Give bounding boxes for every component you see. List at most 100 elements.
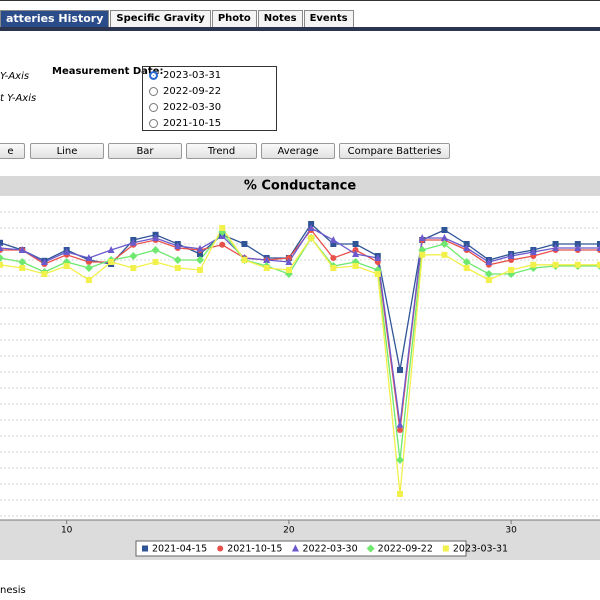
point xyxy=(463,244,471,251)
button[interactable]: e xyxy=(0,143,25,159)
radio-label: 2023-03-31 xyxy=(163,69,222,81)
point xyxy=(418,234,426,241)
point xyxy=(285,267,292,273)
point xyxy=(0,254,4,262)
point xyxy=(219,225,226,231)
radio-dot[interactable] xyxy=(149,118,158,128)
point xyxy=(0,261,3,268)
point xyxy=(197,251,203,257)
point xyxy=(0,239,3,246)
legend-marker xyxy=(142,545,148,552)
point xyxy=(219,241,226,248)
point xyxy=(241,241,248,247)
tab[interactable]: Events xyxy=(303,10,354,27)
button[interactable]: Trend xyxy=(186,143,257,159)
point xyxy=(241,257,248,263)
point xyxy=(197,267,203,273)
point xyxy=(307,224,315,231)
x-tick-label: 20 xyxy=(283,526,295,536)
footer-text: nesis xyxy=(0,585,26,596)
point xyxy=(508,267,515,273)
legend-marker xyxy=(366,544,375,553)
tab-bar: atteries History Specific Gravity Photo Not… xyxy=(0,10,355,27)
tab[interactable]: atteries History xyxy=(0,10,110,27)
button[interactable]: Average xyxy=(261,143,335,159)
axis-option[interactable]: Y-Axis xyxy=(0,71,30,82)
point xyxy=(529,248,537,255)
point xyxy=(173,256,182,264)
point xyxy=(397,427,403,433)
point xyxy=(374,271,381,277)
point xyxy=(107,246,115,253)
point xyxy=(397,367,403,373)
tab-underline xyxy=(0,27,600,31)
legend-label: 2023-03-31 xyxy=(453,544,508,555)
point xyxy=(0,244,4,251)
tab[interactable]: Photo xyxy=(211,10,257,27)
point xyxy=(130,265,137,271)
point xyxy=(196,244,204,252)
series-line xyxy=(0,226,600,495)
point xyxy=(552,244,560,251)
point xyxy=(151,246,160,254)
radio-option[interactable]: 2022-09-22 xyxy=(149,84,221,98)
point xyxy=(152,234,160,241)
radio-dot[interactable] xyxy=(149,86,158,96)
point xyxy=(174,265,181,271)
point xyxy=(308,235,315,241)
measurement-date-label: Measurement Date: xyxy=(52,66,164,77)
point xyxy=(374,254,382,261)
point xyxy=(574,244,582,251)
point xyxy=(396,420,404,428)
point xyxy=(152,259,159,265)
point xyxy=(174,242,182,249)
button[interactable]: Bar xyxy=(108,143,182,159)
point xyxy=(597,261,600,268)
legend-marker xyxy=(291,544,299,552)
point xyxy=(329,236,337,243)
point xyxy=(441,227,448,233)
legend-marker xyxy=(217,545,224,552)
tab[interactable]: Specific Gravity xyxy=(110,10,211,27)
point xyxy=(18,246,26,253)
point xyxy=(84,264,93,272)
button[interactable]: Compare Batteries xyxy=(339,143,450,159)
point xyxy=(597,241,600,247)
point xyxy=(263,265,270,271)
legend: 2021-04-15 2021-10-15 2022-03-30 2022-09-22… xyxy=(135,540,508,557)
point xyxy=(196,256,204,264)
point xyxy=(507,252,515,259)
point xyxy=(129,238,137,246)
legend-label: 2021-10-15 xyxy=(227,544,282,555)
legend-box xyxy=(135,540,467,557)
point xyxy=(330,255,337,261)
radio-option[interactable]: 2021-10-15 xyxy=(149,116,221,130)
point xyxy=(352,263,359,269)
x-tick-label: 10 xyxy=(61,526,73,536)
point xyxy=(440,240,449,248)
point xyxy=(397,491,403,497)
point xyxy=(440,234,448,241)
radio-dot[interactable] xyxy=(149,102,158,112)
series-line xyxy=(0,230,600,461)
legend-label: 2022-09-22 xyxy=(378,544,433,555)
point xyxy=(484,270,493,278)
point xyxy=(574,261,581,268)
point xyxy=(441,251,448,258)
point xyxy=(63,263,70,269)
point xyxy=(530,261,537,268)
x-tick-label: 30 xyxy=(505,526,517,536)
point xyxy=(330,265,337,271)
radio-option[interactable]: 2022-03-30 xyxy=(149,100,221,114)
point xyxy=(85,254,93,261)
point xyxy=(462,258,471,266)
radio-dot[interactable] xyxy=(149,70,158,80)
point xyxy=(596,244,600,251)
axis-option[interactable]: t Y-Axis xyxy=(0,93,37,104)
tab[interactable]: Notes xyxy=(257,10,303,27)
legend-label: 2021-04-15 xyxy=(152,544,207,555)
button[interactable]: Line xyxy=(30,143,104,159)
radio-option[interactable]: 2023-03-31 xyxy=(149,68,221,82)
point xyxy=(330,241,337,247)
